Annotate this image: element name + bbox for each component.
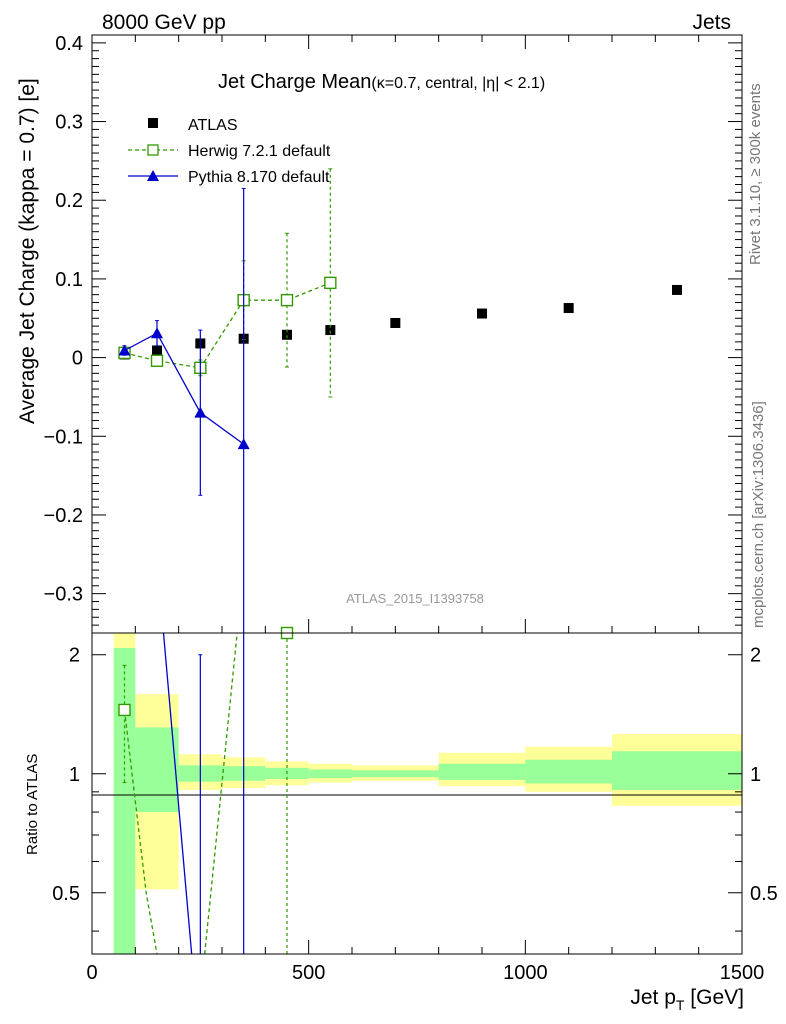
ratio-tick-label-right: 2 — [750, 645, 761, 667]
ratio-tick-label-left: 1 — [69, 764, 80, 786]
y-tick-label: −0.1 — [44, 426, 83, 448]
atlas-point — [390, 317, 401, 328]
x-axis-ticks: 0 500 1000 1500 — [86, 35, 764, 984]
herwig-point — [280, 293, 294, 307]
ratio-band-inner — [612, 751, 742, 790]
ratio-herwig-line — [123, 709, 158, 955]
header-left: 8000 GeV pp — [102, 11, 226, 34]
x-axis-label-subscript: T — [676, 997, 685, 1013]
main-panel: −0.3 −0.2 −0.1 0 0.1 0.2 0.3 0.4 Jet Charge Mea… — [44, 33, 743, 634]
ratio-tick-label-left: 0.5 — [52, 883, 80, 905]
ratio-panel: 0.5 0.5 1 1 2 2 — [52, 626, 778, 955]
ratio-tick-label-left: 2 — [69, 645, 80, 667]
x-axis-label: Jet pT [GeV] — [630, 986, 744, 1013]
ratio-band-inner — [135, 727, 179, 813]
ratio-uncertainty-bands — [113, 633, 742, 954]
pythia-point — [194, 406, 207, 418]
y-tick-label: −0.3 — [44, 584, 83, 606]
y-tick-label: 0 — [72, 348, 83, 370]
ratio-y-axis-label: Ratio to ATLAS — [24, 754, 41, 855]
series-line-2 — [124, 332, 245, 445]
chart-title: Jet Charge Mean(κ=0.7, central, |η| < 2.… — [218, 71, 545, 93]
pythia-point — [237, 438, 250, 450]
legend-pythia-label: Pythia 8.170 default — [188, 169, 330, 186]
header-right: Jets — [692, 11, 731, 34]
main-data-layer — [118, 168, 682, 634]
ratio-pythia-line — [162, 632, 193, 955]
y-tick-label: 0.3 — [55, 112, 83, 134]
legend-atlas-label: ATLAS — [188, 117, 238, 134]
analysis-id-label: ATLAS_2015_I1393758 — [346, 591, 484, 606]
ratio-herwig-point — [118, 703, 131, 717]
y-tick-label: 0.2 — [55, 190, 83, 212]
main-axis-ticks: −0.3 −0.2 −0.1 0 0.1 0.2 0.3 0.4 — [44, 33, 742, 634]
legend-atlas-marker — [148, 118, 158, 128]
atlas-point — [672, 284, 682, 295]
ratio-band-inner — [525, 759, 612, 784]
y-axis-label: Average Jet Charge (kappa = 0.7) [e] — [16, 78, 39, 424]
x-tick-label: 1500 — [720, 962, 765, 984]
ratio-band-inner — [438, 763, 526, 780]
atlas-point — [152, 345, 162, 356]
rivet-label: Rivet 3.1.10, ≥ 300k events — [747, 83, 764, 265]
ratio-band-inner — [308, 769, 352, 779]
legend: ATLAS Herwig 7.2.1 default Pythia 8.170 … — [128, 117, 331, 186]
herwig-point — [150, 354, 164, 367]
y-tick-label: 0.4 — [55, 33, 83, 55]
chart-title-sub: (κ=0.7, central, |η| < 2.1) — [371, 75, 545, 92]
ratio-herwig-line — [204, 632, 238, 955]
y-tick-label: −0.2 — [44, 505, 83, 527]
x-axis-label-main: Jet p — [630, 986, 676, 1009]
mcplots-label: mcplots.cern.ch [arXiv:1306.3436] — [750, 401, 767, 628]
herwig-point — [324, 276, 337, 290]
pythia-point — [118, 344, 131, 356]
legend-herwig-marker — [147, 144, 159, 156]
ratio-tick-label-right: 1 — [750, 764, 761, 786]
ratio-plot-frame — [91, 632, 743, 955]
atlas-point — [563, 303, 574, 314]
ratio-tick-label-right: 0.5 — [750, 883, 778, 905]
ratio-band-inner — [352, 770, 439, 778]
legend-herwig-label: Herwig 7.2.1 default — [188, 143, 331, 160]
x-tick-label: 0 — [86, 962, 97, 984]
atlas-point — [282, 329, 292, 340]
x-tick-label: 500 — [292, 962, 325, 984]
y-tick-label: 0.1 — [55, 269, 83, 291]
atlas-point — [477, 308, 487, 319]
ratio-axis-ticks: 0.5 0.5 1 1 2 2 — [52, 645, 778, 932]
legend-pythia-marker — [147, 170, 159, 181]
x-tick-label: 1000 — [503, 962, 548, 984]
pythia-point — [151, 327, 163, 339]
atlas-point — [325, 325, 336, 336]
ratio-band-inner — [113, 648, 136, 954]
x-axis-label-unit: [GeV] — [684, 986, 744, 1009]
chart-title-main: Jet Charge Mean — [218, 71, 371, 93]
